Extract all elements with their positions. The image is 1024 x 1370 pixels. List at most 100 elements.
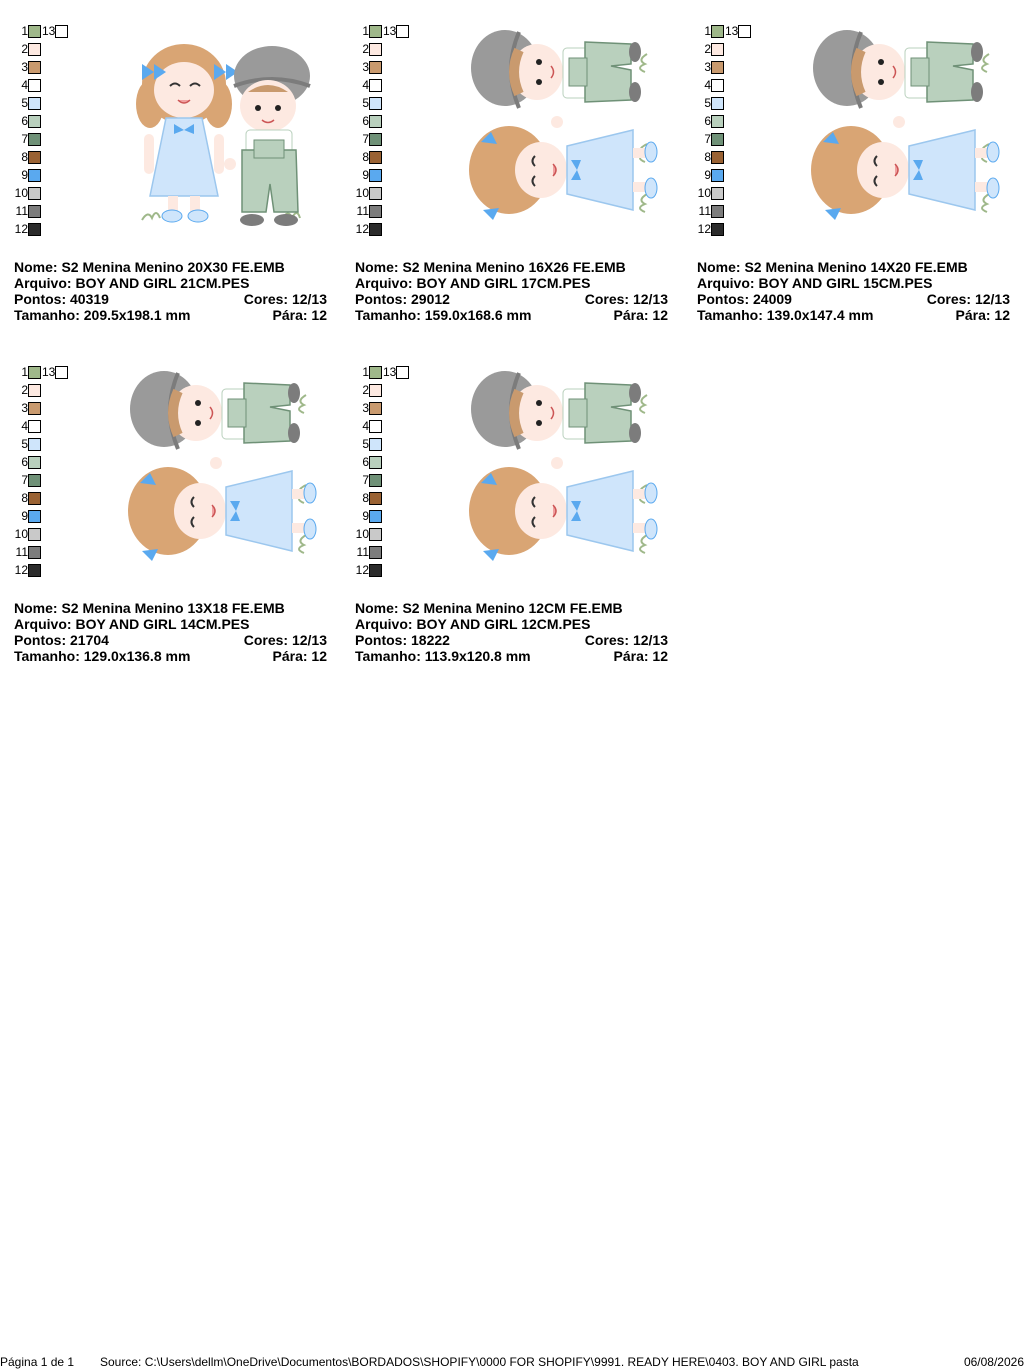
- palette-number: 13: [383, 365, 397, 379]
- info-line: Pontos: 40319 Cores: 12/13: [14, 291, 327, 307]
- palette-row-extra: 13: [42, 24, 69, 38]
- embroidery-preview: [122, 24, 322, 240]
- palette-number: 12: [355, 563, 369, 577]
- color-swatch: [711, 43, 724, 56]
- cores-label: Cores:: [243, 291, 289, 307]
- source-path: Source: C:\Users\dellm\OneDrive\Document…: [100, 1355, 859, 1369]
- palette-number: 6: [362, 455, 369, 469]
- info-right: Cores: 12/13: [585, 291, 668, 307]
- info-line: Tamanho: 209.5x198.1 mm Pára: 12: [14, 307, 327, 323]
- color-swatch: [711, 133, 724, 146]
- palette-row-extra: 13: [383, 24, 410, 38]
- palette-row: 2: [10, 383, 41, 397]
- pontos-label: Pontos:: [14, 291, 67, 307]
- palette-number: 4: [362, 419, 369, 433]
- page-footer: Página 1 de 1 Source: C:\Users\dellm\One…: [0, 1354, 1024, 1370]
- design-card: 1 2 3 4 5 6 7 8 9 10 11 12 13 Nome: S2 Menina Menino …: [351, 24, 669, 324]
- color-swatch: [28, 474, 41, 487]
- palette-number: 1: [362, 24, 369, 38]
- color-swatch: [369, 151, 382, 164]
- palette-number: 5: [362, 96, 369, 110]
- color-swatch: [28, 187, 41, 200]
- palette-row: 3: [351, 60, 382, 74]
- color-swatch: [369, 564, 382, 577]
- palette-number: 12: [14, 222, 28, 236]
- palette-row: 2: [693, 42, 724, 56]
- color-swatch: [711, 151, 724, 164]
- palette-number: 12: [355, 222, 369, 236]
- color-swatch: [28, 223, 41, 236]
- embroidery-preview: [463, 365, 663, 581]
- palette-row: 10: [693, 186, 724, 200]
- palette-number: 6: [21, 455, 28, 469]
- color-swatch: [369, 43, 382, 56]
- palette-number: 11: [356, 204, 369, 218]
- info-line: Pontos: 29012 Cores: 12/13: [355, 291, 668, 307]
- palette-row: 2: [10, 42, 41, 56]
- palette-number: 4: [21, 419, 28, 433]
- palette-row: 1: [10, 24, 41, 38]
- palette-row: 5: [10, 437, 41, 451]
- color-swatch: [28, 115, 41, 128]
- color-swatch: [396, 366, 410, 379]
- design-size: 129.0x136.8 mm: [83, 648, 191, 664]
- tamanho-label: Tamanho:: [697, 307, 763, 323]
- stitch-count: 21704: [70, 632, 109, 648]
- color-count: 12/13: [632, 291, 668, 307]
- palette-row: 12: [351, 222, 382, 236]
- palette-number: 2: [362, 42, 369, 56]
- palette-row: 6: [693, 114, 724, 128]
- design-card: 1 2 3 4 5 6 7 8 9 10 11 12 13 Nome: S2 Menina Menino …: [10, 24, 328, 324]
- palette-row: 4: [351, 419, 382, 433]
- info-line: Arquivo: BOY AND GIRL 14CM.PES: [14, 616, 327, 632]
- color-palette: 1 2 3 4 5 6 7 8 9 10 11 12 13: [10, 24, 76, 244]
- palette-row: 5: [351, 437, 382, 451]
- palette-row: 8: [10, 150, 41, 164]
- palette-number: 10: [14, 527, 28, 541]
- palette-number: 5: [704, 96, 711, 110]
- design-info: Nome: S2 Menina Menino 16X26 FE.EMB Arqui…: [355, 259, 668, 323]
- palette-number: 7: [362, 473, 369, 487]
- info-right: Pára: 12: [614, 307, 669, 323]
- pontos-label: Pontos:: [697, 291, 750, 307]
- palette-number: 11: [698, 204, 711, 218]
- info-right: Pára: 12: [273, 648, 328, 664]
- palette-number: 7: [362, 132, 369, 146]
- color-swatch: [396, 25, 410, 38]
- palette-number: 9: [362, 168, 369, 182]
- palette-row-extra: 13: [383, 365, 410, 379]
- info-line: Arquivo: BOY AND GIRL 15CM.PES: [697, 275, 1010, 291]
- palette-row: 8: [10, 491, 41, 505]
- stitch-count: 40319: [70, 291, 109, 307]
- palette-number: 11: [15, 545, 28, 559]
- palette-number: 4: [21, 78, 28, 92]
- para-label: Pára:: [272, 307, 308, 323]
- stitch-count: 18222: [411, 632, 450, 648]
- color-swatch: [369, 474, 382, 487]
- color-swatch: [369, 205, 382, 218]
- design-info: Nome: S2 Menina Menino 20X30 FE.EMB Arqui…: [14, 259, 327, 323]
- color-swatch: [28, 61, 41, 74]
- palette-number: 2: [704, 42, 711, 56]
- para-label: Pára:: [613, 648, 649, 664]
- palette-number: 5: [21, 96, 28, 110]
- para-label: Pára:: [613, 307, 649, 323]
- color-swatch: [28, 366, 41, 379]
- pontos-label: Pontos:: [355, 291, 408, 307]
- color-swatch: [369, 528, 382, 541]
- palette-row: 11: [351, 545, 382, 559]
- arquivo-label: Arquivo:: [14, 616, 72, 632]
- color-palette: 1 2 3 4 5 6 7 8 9 10 11 12 13: [10, 365, 76, 585]
- palette-number: 3: [362, 60, 369, 74]
- cores-label: Cores:: [926, 291, 972, 307]
- info-line: Arquivo: BOY AND GIRL 17CM.PES: [355, 275, 668, 291]
- palette-row: 11: [10, 204, 41, 218]
- color-swatch: [369, 492, 382, 505]
- color-swatch: [28, 456, 41, 469]
- palette-row: 2: [351, 383, 382, 397]
- color-swatch: [711, 223, 724, 236]
- color-swatch: [369, 366, 382, 379]
- info-line: Tamanho: 159.0x168.6 mm Pára: 12: [355, 307, 668, 323]
- palette-number: 1: [21, 24, 28, 38]
- info-right: Cores: 12/13: [244, 632, 327, 648]
